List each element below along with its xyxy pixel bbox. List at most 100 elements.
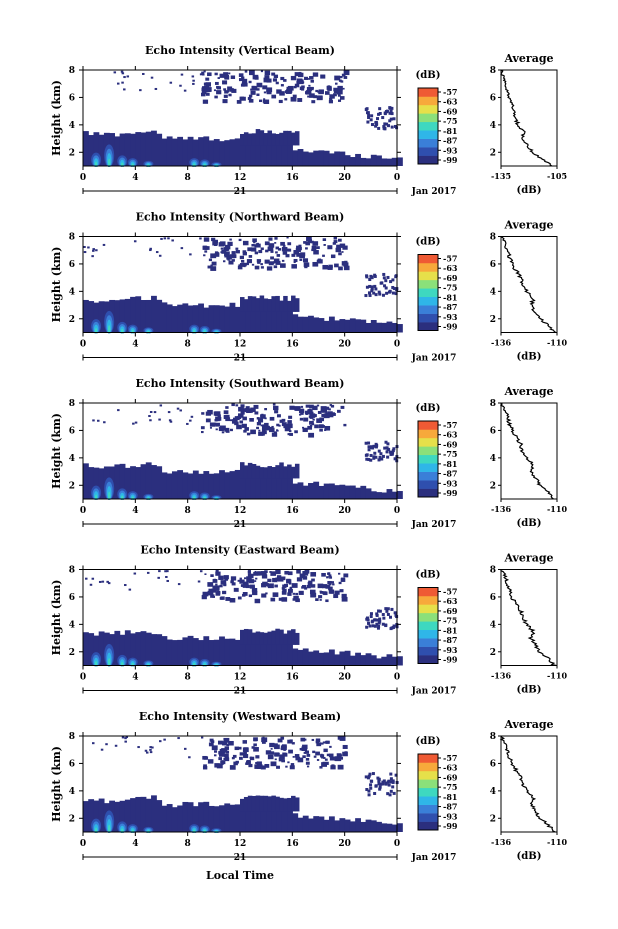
heatmap-cell bbox=[334, 75, 341, 81]
heatmap-cell bbox=[148, 415, 151, 418]
heatmap-cell bbox=[92, 419, 95, 422]
heatmap-cell bbox=[310, 584, 316, 588]
heatmap-cell bbox=[287, 592, 292, 596]
profile-title: Average bbox=[503, 52, 553, 65]
heatmap-cell bbox=[256, 422, 262, 426]
heatmap-cell bbox=[213, 305, 220, 333]
heatmap-cell bbox=[268, 237, 273, 241]
y-axis-label: Height (km) bbox=[50, 580, 63, 656]
panel-title: Echo Intensity (Eastward Beam) bbox=[140, 544, 339, 557]
heatmap-cell bbox=[355, 153, 361, 166]
heatmap-cell bbox=[391, 780, 395, 784]
heatmap-cell bbox=[255, 762, 258, 765]
heatmap-cell bbox=[98, 134, 105, 166]
heatmap-cell bbox=[245, 637, 252, 666]
heatmap-cell bbox=[219, 305, 225, 333]
x-tick-label: 12 bbox=[234, 506, 247, 516]
heatmap-cell bbox=[299, 86, 305, 91]
heatmap-cell bbox=[253, 241, 256, 244]
heatmap-cell bbox=[266, 805, 272, 832]
heatmap-cell bbox=[321, 413, 326, 418]
heatmap-cell bbox=[145, 131, 152, 166]
colorbar-segment bbox=[418, 779, 438, 789]
profile-y-tick-label: 6 bbox=[490, 260, 496, 270]
heatmap-cell bbox=[378, 787, 382, 791]
heatmap-cell bbox=[259, 99, 263, 103]
heatmap-cell bbox=[251, 263, 255, 266]
colorbar-segment bbox=[418, 646, 438, 656]
heatmap-cell bbox=[263, 795, 269, 812]
heatmap-cell bbox=[209, 584, 213, 587]
heatmap-cell bbox=[259, 130, 265, 146]
heatmap-cell bbox=[272, 78, 278, 82]
profile-y-tick-label: 8 bbox=[490, 566, 496, 576]
heatmap-cell bbox=[263, 91, 267, 94]
colorbar-segment bbox=[418, 96, 438, 106]
heatmap-cell bbox=[93, 467, 100, 499]
heatmap-cell bbox=[365, 625, 369, 629]
heatmap-cell bbox=[329, 756, 335, 761]
heatmap-cell bbox=[370, 285, 374, 289]
profile-y-tick-label: 8 bbox=[490, 399, 496, 409]
heatmap-cell bbox=[244, 70, 248, 73]
heatmap-cell bbox=[261, 574, 268, 579]
heatmap-cell bbox=[280, 76, 285, 81]
heatmap-cell bbox=[240, 404, 245, 408]
heatmap-cell bbox=[310, 240, 314, 244]
heatmap-cell bbox=[339, 754, 342, 757]
heatmap-cell bbox=[374, 124, 378, 128]
heatmap-cell bbox=[276, 472, 283, 499]
heatmap-cell bbox=[325, 599, 329, 603]
heatmap-cell bbox=[288, 90, 291, 93]
heatmap-cell bbox=[302, 815, 309, 832]
heatmap-cell bbox=[368, 284, 372, 288]
heatmap-cell bbox=[98, 631, 105, 666]
heatmap-cell bbox=[291, 466, 296, 479]
heatmap-plume bbox=[203, 496, 206, 501]
heatmap-cell bbox=[273, 265, 278, 269]
heatmap-cell bbox=[254, 570, 257, 573]
heatmap-cell bbox=[277, 738, 283, 743]
heatmap-cell bbox=[203, 636, 210, 666]
heatmap-cell bbox=[319, 417, 325, 422]
heatmap-cell bbox=[223, 260, 226, 263]
heatmap-cell bbox=[339, 818, 346, 832]
heatmap-cell bbox=[367, 774, 371, 778]
heatmap-cell bbox=[248, 259, 251, 261]
profile-title: Average bbox=[503, 552, 553, 565]
heatmap-cell bbox=[373, 274, 377, 278]
heatmap-cell bbox=[272, 592, 279, 597]
heatmap-cell bbox=[271, 72, 276, 76]
heatmap-cell bbox=[372, 455, 376, 459]
heatmap-cell bbox=[199, 237, 202, 240]
heatmap-cell bbox=[100, 748, 104, 751]
heatmap-cell bbox=[298, 244, 302, 248]
heatmap-cell bbox=[224, 306, 231, 333]
heatmap-cell bbox=[373, 791, 377, 795]
profile-x-axis-label: (dB) bbox=[517, 185, 542, 196]
heatmap-cell bbox=[83, 131, 89, 166]
heatmap-cell bbox=[201, 87, 206, 91]
heatmap-cell bbox=[288, 749, 293, 754]
heatmap-cell bbox=[279, 300, 284, 312]
heatmap-cell bbox=[360, 655, 367, 666]
heatmap-cell bbox=[328, 587, 333, 590]
heatmap-cell bbox=[371, 624, 375, 628]
y-tick-label: 4 bbox=[69, 620, 75, 630]
heatmap-cell bbox=[200, 430, 204, 434]
heatmap-cell bbox=[293, 261, 296, 264]
heatmap-cell bbox=[161, 636, 168, 666]
heatmap-cell bbox=[204, 573, 207, 576]
heatmap-cell bbox=[95, 249, 98, 252]
heatmap-cell bbox=[372, 444, 376, 448]
colorbar-segment bbox=[418, 629, 438, 639]
heatmap-cell bbox=[283, 130, 288, 146]
heatmap-cell bbox=[370, 620, 374, 624]
heatmap-cell bbox=[121, 81, 124, 84]
heatmap-cell bbox=[244, 427, 249, 431]
heatmap-cell bbox=[391, 491, 398, 499]
heatmap-cell bbox=[377, 290, 381, 294]
heatmap-cell bbox=[203, 756, 209, 760]
heatmap-cell bbox=[376, 155, 382, 166]
colorbar-segment bbox=[418, 446, 438, 456]
